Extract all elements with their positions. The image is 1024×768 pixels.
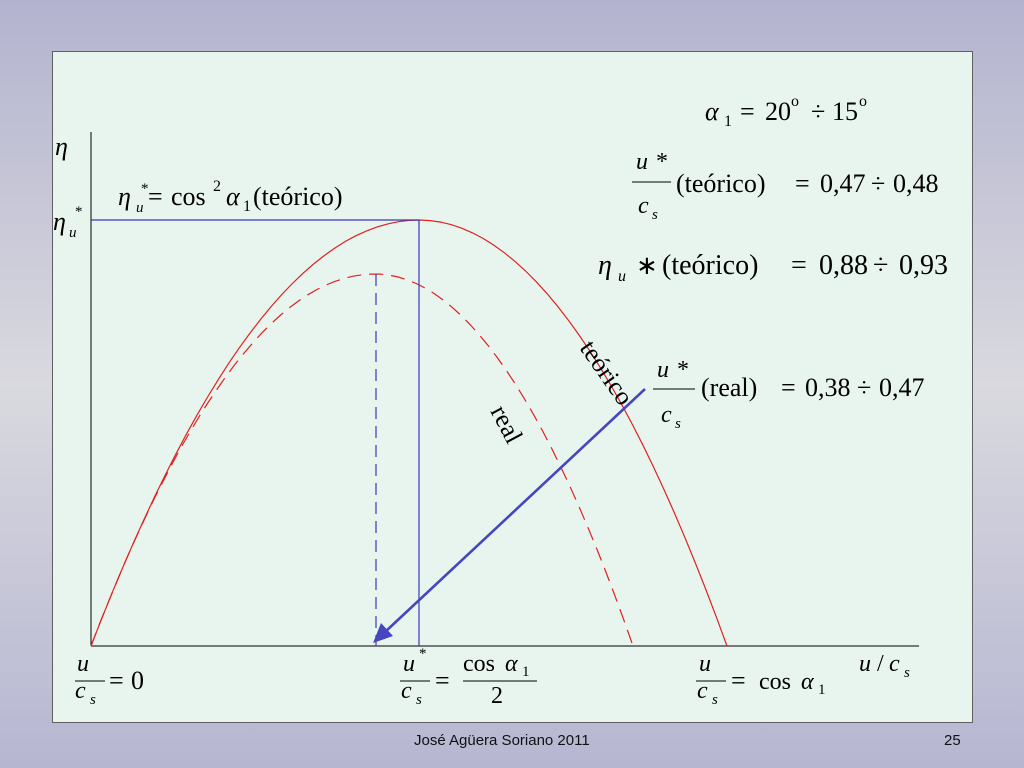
y-axis-label: η	[55, 132, 68, 161]
svg-text:s: s	[712, 692, 718, 708]
svg-text:o: o	[791, 93, 799, 110]
svg-text:÷: ÷	[871, 169, 885, 198]
svg-text:cos: cos	[463, 651, 495, 677]
svg-text:s: s	[416, 692, 422, 708]
svg-text:u: u	[699, 651, 711, 677]
svg-text:1: 1	[522, 664, 530, 680]
real-ratio-formula: u * c s (real) = 0,38 ÷ 0,47	[653, 357, 925, 432]
svg-text:u: u	[77, 651, 89, 677]
svg-text:0,47: 0,47	[820, 169, 866, 198]
svg-text:α: α	[705, 97, 720, 126]
real-curve-label: real	[485, 400, 529, 448]
svg-text:s: s	[904, 665, 910, 681]
theoretical-curve-label: teórico	[574, 335, 639, 411]
theoretical-ratio-formula: u * c s (teórico) = 0,47 ÷ 0,48	[632, 149, 939, 223]
svg-text:s: s	[675, 416, 681, 432]
svg-text:η: η	[53, 207, 66, 236]
svg-text:u: u	[657, 357, 669, 383]
svg-text:c: c	[661, 402, 672, 428]
svg-text:(teórico): (teórico)	[253, 182, 343, 211]
shift-arrow-line	[384, 388, 646, 633]
svg-text:c: c	[638, 193, 649, 219]
x-tick-optimum: u * c s = cos α 1 2	[400, 646, 537, 709]
svg-text:s: s	[90, 692, 96, 708]
svg-text:η: η	[118, 182, 131, 211]
svg-text:2: 2	[213, 178, 221, 195]
svg-text:o: o	[859, 93, 867, 110]
svg-text:1: 1	[243, 198, 251, 215]
footer-author: José Agüera Soriano 2011	[414, 732, 590, 749]
svg-text:0: 0	[131, 666, 144, 695]
svg-text:u: u	[136, 200, 144, 216]
y-peak-label: η u *	[53, 204, 83, 241]
efficiency-diagram: η η u * η u * = cos 2 α 1 (teórico) teór…	[53, 93, 948, 709]
svg-text:=: =	[791, 250, 807, 281]
svg-text:α: α	[226, 182, 241, 211]
svg-text:η: η	[598, 250, 612, 281]
svg-text:15: 15	[832, 97, 858, 126]
x-tick-max: u c s = cos α 1	[696, 651, 826, 708]
svg-text:(real): (real)	[701, 373, 757, 402]
svg-text:0,88: 0,88	[819, 250, 868, 281]
alpha-range-formula: α 1 = 20 o ÷ 15 o	[705, 93, 867, 130]
svg-text:cos: cos	[759, 669, 791, 695]
svg-text:cos: cos	[171, 182, 206, 211]
real-efficiency-curve	[90, 273, 634, 647]
svg-text:(teórico): (teórico)	[662, 250, 758, 281]
svg-text:=: =	[109, 666, 124, 695]
svg-text:(teórico): (teórico)	[676, 169, 766, 198]
theoretical-efficiency-curve	[90, 219, 728, 647]
peak-efficiency-formula: η u * = cos 2 α 1 (teórico)	[118, 178, 343, 216]
svg-text:0,38: 0,38	[805, 373, 851, 402]
svg-text:u: u	[69, 225, 77, 241]
svg-text:0,93: 0,93	[899, 250, 948, 281]
svg-text:=: =	[795, 169, 810, 198]
footer-page-number: 25	[944, 732, 961, 749]
slide-panel: η η u * η u * = cos 2 α 1 (teórico) teór…	[52, 51, 973, 723]
svg-text:*: *	[75, 204, 83, 220]
svg-text:c: c	[401, 678, 412, 704]
svg-text:1: 1	[818, 682, 826, 698]
svg-text:/: /	[877, 651, 884, 677]
svg-text:=: =	[731, 666, 746, 695]
svg-text:α: α	[505, 651, 518, 677]
x-axis-label: u / c s	[859, 651, 910, 681]
svg-text:÷: ÷	[857, 373, 871, 402]
svg-text:u: u	[859, 651, 871, 677]
svg-text:c: c	[889, 651, 900, 677]
svg-text:=: =	[148, 182, 163, 211]
svg-text:*: *	[141, 181, 149, 197]
svg-text:÷: ÷	[873, 250, 888, 281]
svg-text:c: c	[697, 678, 708, 704]
svg-text:u: u	[403, 651, 415, 677]
svg-text:20: 20	[765, 97, 791, 126]
svg-text:s: s	[652, 207, 658, 223]
shift-arrow-head	[373, 623, 393, 643]
svg-text:*: *	[419, 646, 427, 662]
svg-text:÷: ÷	[811, 97, 825, 126]
x-tick-zero: u c s = 0	[75, 651, 144, 708]
svg-text:u: u	[618, 268, 626, 285]
svg-text:2: 2	[491, 683, 503, 709]
svg-text:∗: ∗	[636, 251, 658, 280]
theoretical-eta-formula: η u ∗ (teórico) = 0,88 ÷ 0,93	[598, 250, 948, 285]
svg-text:=: =	[435, 666, 450, 695]
svg-text:0,48: 0,48	[893, 169, 939, 198]
svg-text:u: u	[636, 149, 648, 175]
svg-text:1: 1	[724, 113, 732, 130]
svg-text:*: *	[677, 357, 689, 383]
svg-text:=: =	[740, 97, 755, 126]
svg-text:0,47: 0,47	[879, 373, 925, 402]
svg-text:*: *	[656, 149, 668, 175]
svg-text:=: =	[781, 373, 796, 402]
svg-text:α: α	[801, 669, 814, 695]
svg-text:c: c	[75, 678, 86, 704]
